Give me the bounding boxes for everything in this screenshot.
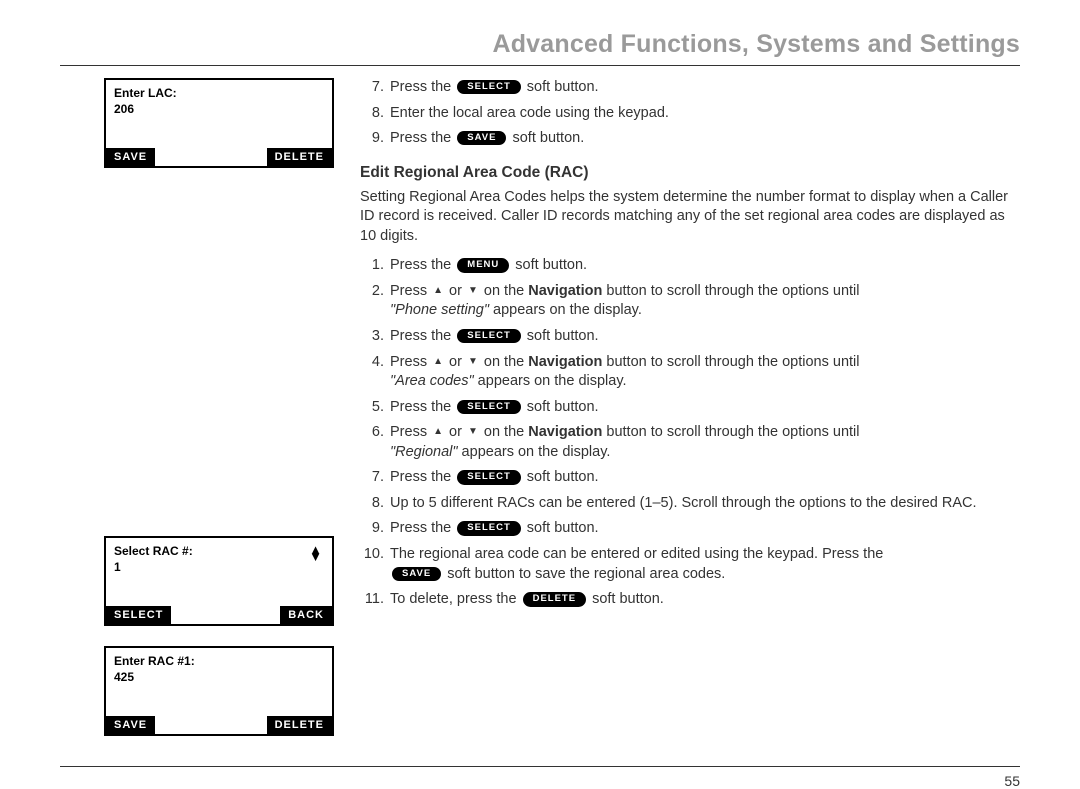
r2b: or xyxy=(445,283,466,299)
top-step-9: Press the SAVE soft button. xyxy=(360,129,1020,149)
r4b: or xyxy=(445,354,466,370)
r2a: Press xyxy=(390,283,431,299)
screen-racent-softkey-left: SAVE xyxy=(106,716,155,734)
screen-racsel-line2: 1 xyxy=(114,560,324,574)
t9b: soft button. xyxy=(508,130,584,146)
r3a: Press the xyxy=(390,328,455,344)
r6f: appears on the display. xyxy=(458,444,611,460)
r2nav: Navigation xyxy=(528,283,602,299)
screen-select-rac: Select RAC #: 1 ▲▼ SELECT BACK xyxy=(104,536,334,626)
rac-step-8: Up to 5 different RACs can be entered (1… xyxy=(360,494,1020,514)
r4a: Press xyxy=(390,354,431,370)
rac-step-10: The regional area code can be entered or… xyxy=(360,545,1020,584)
r2e: "Phone setting" xyxy=(390,302,489,318)
rac-step-6: Press ▲ or ▼ on the Navigation button to… xyxy=(360,423,1020,462)
pill-select-7: SELECT xyxy=(457,470,520,484)
r4nav: Navigation xyxy=(528,354,602,370)
r6d: button to scroll through the options unt… xyxy=(602,424,859,440)
rac-step-5: Press the SELECT soft button. xyxy=(360,398,1020,418)
r9b: soft button. xyxy=(523,520,599,536)
r1a: Press the xyxy=(390,257,455,273)
page-header-title: Advanced Functions, Systems and Settings xyxy=(60,30,1020,66)
updown-arrow-icon: ▲▼ xyxy=(309,546,322,560)
screen-lac-line2: 206 xyxy=(114,102,324,116)
r7a: Press the xyxy=(390,469,455,485)
r11b: soft button. xyxy=(588,591,664,607)
pill-select-5: SELECT xyxy=(457,400,520,414)
top-steps-list: Press the SELECT soft button. Enter the … xyxy=(360,78,1020,149)
screen-lac-line1: Enter LAC: xyxy=(114,86,324,100)
screen-racent-line2: 425 xyxy=(114,670,324,684)
rac-step-11: To delete, press the DELETE soft button. xyxy=(360,590,1020,610)
r5a: Press the xyxy=(390,399,455,415)
nav-up-icon: ▲ xyxy=(433,286,443,296)
section-heading-rac: Edit Regional Area Code (RAC) xyxy=(360,163,1020,184)
screen-racsel-softkey-left: SELECT xyxy=(106,606,171,624)
rac-step-4: Press ▲ or ▼ on the Navigation button to… xyxy=(360,353,1020,392)
r2f: appears on the display. xyxy=(489,302,642,318)
pill-select: SELECT xyxy=(457,80,520,94)
r4d: button to scroll through the options unt… xyxy=(602,354,859,370)
r4c: on the xyxy=(480,354,528,370)
r10a: The regional area code can be entered or… xyxy=(390,546,883,562)
nav-down-icon: ▼ xyxy=(468,286,478,296)
left-column: Enter LAC: 206 SAVE DELETE Select RAC #:… xyxy=(60,78,350,756)
r11a: To delete, press the xyxy=(390,591,521,607)
content-area: Enter LAC: 206 SAVE DELETE Select RAC #:… xyxy=(60,78,1020,756)
r4f: appears on the display. xyxy=(474,373,627,389)
r7b: soft button. xyxy=(523,469,599,485)
screen-enter-rac: Enter RAC #1: 425 SAVE DELETE xyxy=(104,646,334,736)
screen-enter-lac: Enter LAC: 206 SAVE DELETE xyxy=(104,78,334,168)
pill-save-10: SAVE xyxy=(392,567,441,581)
r6e: "Regional" xyxy=(390,444,458,460)
screen-racsel-softkey-right: BACK xyxy=(280,606,332,624)
r3b: soft button. xyxy=(523,328,599,344)
pill-select-3: SELECT xyxy=(457,329,520,343)
rac-step-7: Press the SELECT soft button. xyxy=(360,468,1020,488)
pill-menu: MENU xyxy=(457,258,509,272)
screen-racent-softkey-right: DELETE xyxy=(267,716,332,734)
r1b: soft button. xyxy=(511,257,587,273)
rac-steps-list: Press the MENU soft button. Press ▲ or ▼… xyxy=(360,256,1020,609)
rac-step-3: Press the SELECT soft button. xyxy=(360,327,1020,347)
r6c: on the xyxy=(480,424,528,440)
nav-up-icon-4: ▲ xyxy=(433,357,443,367)
screen-lac-softkey-left: SAVE xyxy=(106,148,155,166)
r2d: button to scroll through the options unt… xyxy=(602,283,859,299)
rac-step-9: Press the SELECT soft button. xyxy=(360,519,1020,539)
screen-racsel-line1: Select RAC #: xyxy=(114,544,324,558)
r9a: Press the xyxy=(390,520,455,536)
pill-select-9: SELECT xyxy=(457,521,520,535)
t7a: Press the xyxy=(390,79,455,95)
t9a: Press the xyxy=(390,130,455,146)
pill-delete-11: DELETE xyxy=(523,592,586,606)
page-number: 55 xyxy=(60,773,1020,789)
r6b: or xyxy=(445,424,466,440)
r4e: "Area codes" xyxy=(390,373,474,389)
right-column: Press the SELECT soft button. Enter the … xyxy=(350,78,1020,756)
r10b: soft button to save the regional area co… xyxy=(443,566,725,582)
t7b: soft button. xyxy=(523,79,599,95)
nav-down-icon-4: ▼ xyxy=(468,357,478,367)
top-step-7: Press the SELECT soft button. xyxy=(360,78,1020,98)
nav-up-icon-6: ▲ xyxy=(433,427,443,437)
screen-lac-softkey-right: DELETE xyxy=(267,148,332,166)
section-intro-rac: Setting Regional Area Codes helps the sy… xyxy=(360,188,1020,247)
nav-down-icon-6: ▼ xyxy=(468,427,478,437)
rac-step-2: Press ▲ or ▼ on the Navigation button to… xyxy=(360,282,1020,321)
r5b: soft button. xyxy=(523,399,599,415)
pill-save: SAVE xyxy=(457,131,506,145)
r6a: Press xyxy=(390,424,431,440)
footer-rule xyxy=(60,766,1020,767)
rac-step-1: Press the MENU soft button. xyxy=(360,256,1020,276)
screen-racent-line1: Enter RAC #1: xyxy=(114,654,324,668)
r2c: on the xyxy=(480,283,528,299)
top-step-8: Enter the local area code using the keyp… xyxy=(360,104,1020,124)
r6nav: Navigation xyxy=(528,424,602,440)
